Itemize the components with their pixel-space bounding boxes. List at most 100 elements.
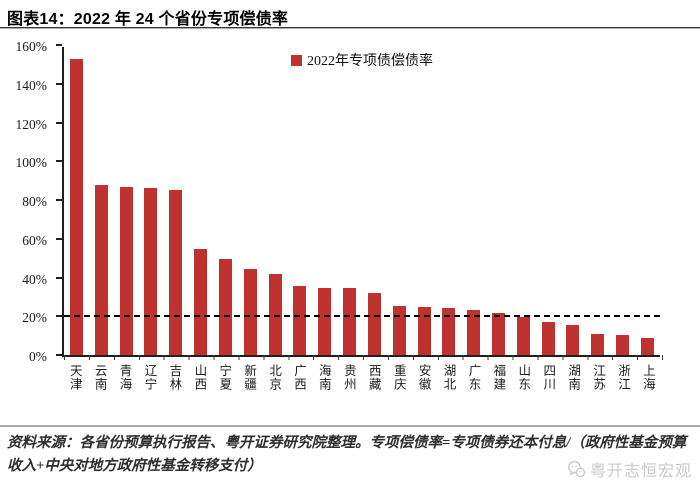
x-label-slot: 宁夏 bbox=[212, 364, 237, 391]
y-axis-tick bbox=[56, 315, 62, 318]
x-axis-label: 贵州 bbox=[341, 364, 356, 391]
x-label-slot: 江苏 bbox=[585, 364, 610, 391]
bar bbox=[392, 305, 406, 355]
x-label-slot: 重庆 bbox=[386, 364, 411, 391]
bar bbox=[442, 307, 456, 355]
x-label-slot: 广东 bbox=[461, 364, 486, 391]
x-label-slot: 天津 bbox=[62, 364, 87, 391]
x-axis-label: 云南 bbox=[92, 364, 107, 391]
x-label-slot: 山西 bbox=[187, 364, 212, 391]
x-label-slot: 广西 bbox=[286, 364, 311, 391]
bar-series bbox=[64, 47, 660, 355]
x-label-slot: 西藏 bbox=[361, 364, 386, 391]
x-axis-label: 安徽 bbox=[416, 364, 431, 391]
y-axis-tick-label: 20% bbox=[22, 310, 47, 326]
bar bbox=[467, 310, 481, 355]
bar-slot bbox=[213, 47, 238, 355]
x-label-slot: 辽宁 bbox=[137, 364, 162, 391]
x-axis-label: 新疆 bbox=[242, 364, 257, 391]
y-axis-tick bbox=[56, 44, 62, 46]
y-axis-tick bbox=[56, 121, 62, 124]
legend: 2022年专项债偿债率 bbox=[64, 50, 660, 70]
x-axis-label: 湖北 bbox=[441, 364, 456, 391]
y-axis-tick-label: 120% bbox=[15, 116, 48, 132]
y-axis-tick-label: 80% bbox=[22, 194, 47, 209]
bar-slot bbox=[412, 47, 437, 355]
bar bbox=[243, 268, 257, 355]
x-axis-label: 浙江 bbox=[615, 364, 630, 391]
bar bbox=[566, 324, 580, 355]
bar bbox=[318, 288, 332, 355]
x-axis-label: 青海 bbox=[117, 364, 132, 391]
x-axis-ticks bbox=[64, 355, 663, 360]
bar bbox=[417, 306, 431, 355]
bar bbox=[516, 317, 530, 355]
legend-marker-icon bbox=[291, 54, 302, 66]
bar-slot bbox=[461, 47, 486, 355]
x-label-slot: 浙江 bbox=[610, 364, 635, 391]
x-axis-label: 江苏 bbox=[591, 364, 606, 391]
x-axis-label: 福建 bbox=[491, 364, 506, 391]
x-label-slot: 上海 bbox=[635, 364, 660, 391]
y-axis-tick bbox=[56, 160, 62, 163]
bar-slot bbox=[263, 47, 288, 355]
bar-slot bbox=[511, 47, 536, 355]
x-axis-label: 山西 bbox=[192, 364, 207, 391]
bar-slot bbox=[337, 47, 362, 355]
chart: 0% 20% 40% 60% 80% 100% 120% 140% 160% 2022年专项债偿… bbox=[0, 36, 700, 416]
bar-slot bbox=[610, 47, 635, 355]
bar-slot bbox=[635, 47, 660, 355]
bar bbox=[591, 333, 605, 355]
bar bbox=[491, 313, 505, 355]
y-axis-tick bbox=[56, 82, 62, 85]
watermark-label: 粤开志恒宏观 bbox=[589, 463, 692, 480]
bar bbox=[218, 259, 232, 355]
bar-slot bbox=[561, 47, 586, 355]
bar-slot bbox=[362, 47, 387, 355]
y-axis-tick-label: 160% bbox=[15, 39, 48, 54]
bar-slot bbox=[486, 47, 511, 355]
bar bbox=[169, 190, 183, 355]
page-title: 图表14：2022 年 24 个省份专项偿债率 bbox=[7, 11, 289, 28]
x-label-slot: 青海 bbox=[112, 364, 137, 391]
bar-slot bbox=[89, 47, 114, 355]
x-axis-labels: 天津 云南 青海 辽宁 吉林 山西 宁夏 新疆 北京 广西 海南 贵州 西藏 重庆 安徽 湖北 广东 福建 山东 四川… bbox=[62, 364, 660, 391]
x-label-slot: 福建 bbox=[486, 364, 511, 391]
x-label-slot: 安徽 bbox=[411, 364, 436, 391]
plot-area: 2022年专项债偿债率 bbox=[56, 44, 663, 360]
x-label-slot: 吉林 bbox=[162, 364, 187, 391]
x-label-slot: 新疆 bbox=[236, 364, 261, 391]
bar-slot bbox=[238, 47, 263, 355]
x-axis-label: 吉林 bbox=[167, 364, 182, 391]
bar bbox=[94, 184, 108, 355]
y-axis-labels: 0% 20% 40% 60% 80% 100% 120% 140% 160% bbox=[0, 39, 54, 364]
x-axis-label: 广西 bbox=[292, 364, 306, 391]
x-axis-label: 北京 bbox=[267, 364, 282, 391]
bar bbox=[541, 322, 555, 355]
y-axis-tick-label: 100% bbox=[15, 155, 48, 171]
wechat-icon bbox=[568, 460, 586, 477]
bar-slot bbox=[536, 47, 561, 355]
watermark: 粤开志恒宏观 bbox=[562, 457, 692, 481]
x-axis-label: 四川 bbox=[541, 364, 556, 391]
bar bbox=[268, 273, 282, 355]
footer-divider bbox=[0, 425, 700, 427]
x-axis-label: 山东 bbox=[516, 364, 531, 391]
x-label-slot: 贵州 bbox=[336, 364, 361, 391]
y-axis-tick bbox=[56, 199, 62, 201]
bar bbox=[343, 288, 357, 355]
x-axis-label: 天津 bbox=[67, 364, 82, 391]
x-axis-label: 上海 bbox=[640, 364, 655, 391]
x-axis-label: 湖南 bbox=[566, 364, 581, 391]
y-axis-tick-label: 60% bbox=[22, 232, 47, 248]
y-axis-tick-label: 40% bbox=[22, 271, 47, 287]
x-axis-label: 西藏 bbox=[366, 364, 381, 391]
legend-label: 2022年专项债偿债率 bbox=[307, 54, 433, 69]
reference-line-20pct bbox=[64, 315, 660, 318]
x-axis-label: 辽宁 bbox=[142, 364, 157, 391]
bar bbox=[194, 249, 208, 355]
y-axis-tick-label: 0% bbox=[29, 349, 47, 364]
x-axis-label: 广东 bbox=[466, 364, 481, 391]
bar bbox=[144, 188, 158, 355]
